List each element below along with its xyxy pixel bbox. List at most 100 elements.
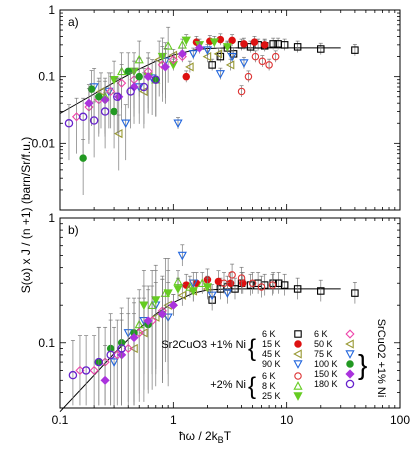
data-point — [185, 62, 194, 72]
legend-left: Sr2CuO3 +1% Ni {6 K15 K45 K90 K+2% Ni{6 K… — [161, 329, 303, 401]
data-point — [113, 92, 122, 101]
data-point — [260, 41, 269, 49]
series-5 — [220, 263, 277, 298]
legend-entry: 6 K — [314, 329, 328, 339]
data-point — [117, 344, 126, 353]
data-point — [220, 279, 228, 287]
data-point — [227, 52, 237, 62]
x-tick-label: 1 — [170, 413, 177, 427]
data-point — [293, 43, 302, 51]
data-point — [177, 290, 187, 300]
legend-marker — [345, 369, 355, 379]
data-point — [246, 281, 255, 289]
y-tick-label: 1 — [48, 211, 55, 225]
data-point — [228, 271, 236, 279]
data-point — [163, 40, 173, 50]
data-point — [139, 301, 149, 311]
legend-entry: 6 K — [262, 371, 276, 381]
series-10 — [100, 278, 178, 406]
data-point — [177, 49, 187, 59]
data-point — [317, 45, 325, 53]
data-point — [250, 38, 259, 46]
legend-entry: 15 K — [262, 339, 281, 349]
legend-entry: 90 K — [262, 359, 281, 369]
data-point — [228, 36, 236, 45]
data-point — [181, 36, 191, 46]
y-tick-label: 0.1 — [38, 70, 55, 84]
data-point — [231, 285, 239, 293]
series-4 — [89, 42, 249, 161]
data-point — [240, 40, 248, 48]
data-point — [216, 52, 225, 61]
y-tick-label: 0.01 — [32, 136, 56, 150]
data-point — [248, 279, 257, 287]
data-point — [213, 49, 223, 59]
data-point — [215, 70, 225, 79]
data-point — [280, 41, 289, 49]
data-point — [139, 82, 149, 92]
x-axis-label-tail: T — [224, 429, 232, 443]
data-point — [222, 43, 233, 52]
data-point — [188, 287, 198, 296]
panel-label: a) — [68, 15, 79, 29]
fit-curve — [59, 47, 341, 114]
data-point — [271, 52, 280, 61]
data-point — [216, 285, 225, 293]
legend-marker — [345, 350, 355, 359]
data-point — [96, 86, 105, 97]
data-point — [121, 119, 131, 129]
data-point — [94, 357, 104, 367]
data-point — [87, 85, 96, 93]
legend-entry: 6 K — [262, 329, 276, 339]
legend-marker — [293, 381, 303, 390]
x-axis-label-main: ħω / 2k — [179, 429, 219, 443]
data-point — [265, 61, 273, 69]
data-point — [151, 296, 161, 305]
data-point — [194, 43, 205, 53]
legend-entry: 25 K — [262, 391, 281, 401]
y-tick-label: 1 — [48, 3, 55, 17]
legend-entry: 100 K — [314, 359, 338, 369]
data-point — [95, 92, 103, 101]
data-point — [157, 309, 167, 319]
data-point — [89, 116, 99, 125]
data-point — [173, 119, 183, 129]
x-axis-label: ħω / 2kBT — [179, 429, 232, 445]
data-point — [163, 289, 173, 298]
data-point — [293, 285, 302, 293]
x-tick-label: 0.1 — [52, 413, 69, 427]
data-point — [143, 316, 153, 326]
data-point — [351, 289, 359, 297]
series-11 — [64, 60, 161, 161]
data-point — [100, 107, 110, 116]
data-point — [246, 43, 255, 51]
legend-brace: { — [248, 335, 256, 362]
legend-marker — [345, 339, 354, 349]
plot-frame — [59, 217, 401, 409]
legend-entry: 8 K — [262, 381, 276, 391]
legend-marker — [293, 360, 303, 369]
data-point — [110, 107, 118, 116]
data-point — [182, 72, 190, 81]
data-point — [237, 87, 246, 96]
legend-marker — [293, 349, 302, 359]
data-point — [226, 279, 235, 287]
y-tick-label: 0.1 — [38, 336, 55, 350]
x-axis-label-sub: B — [218, 435, 224, 445]
data-point — [100, 375, 110, 385]
data-point — [188, 50, 198, 59]
legend-group-label: Sr2CuO3 +1% Ni — [161, 339, 246, 351]
legend-entry: 150 K — [314, 369, 338, 379]
legend-marker — [294, 330, 302, 338]
data-point — [106, 350, 115, 360]
data-point — [237, 274, 246, 282]
legend-marker — [346, 360, 354, 368]
data-point — [244, 72, 253, 81]
data-point — [251, 52, 260, 61]
data-point — [225, 60, 235, 70]
series-5 — [237, 50, 280, 98]
data-point — [117, 78, 127, 88]
data-point — [79, 154, 87, 162]
